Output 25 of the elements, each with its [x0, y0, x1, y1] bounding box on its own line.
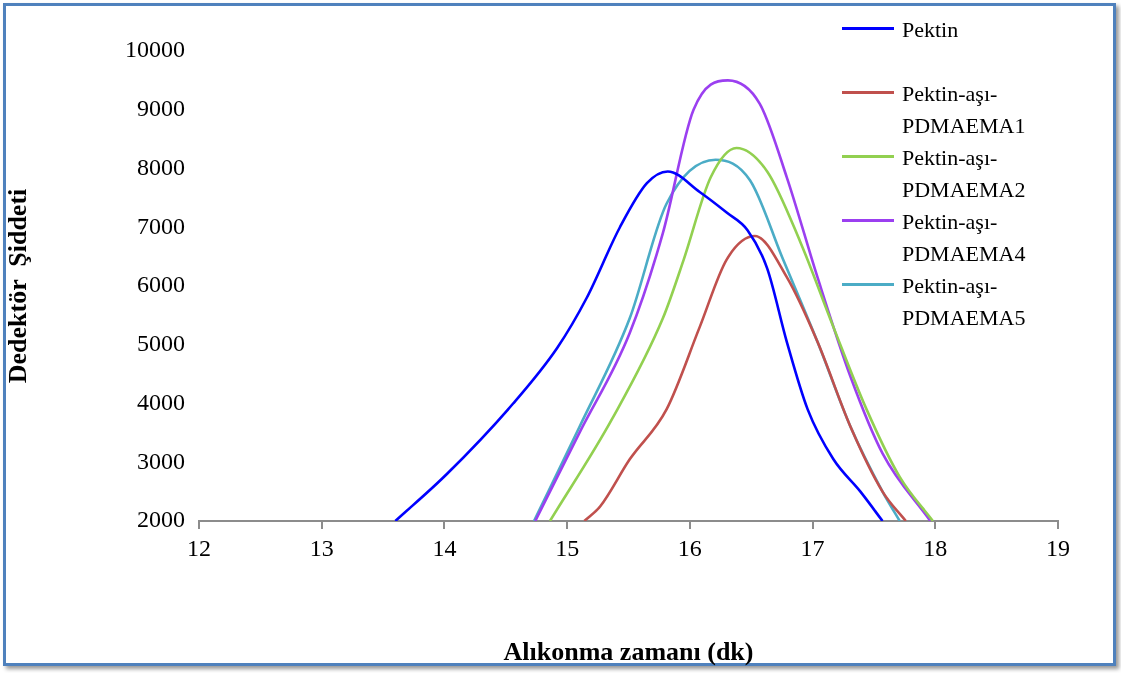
x-tick-label: 17 — [800, 534, 825, 561]
y-tick-label: 5000 — [137, 330, 185, 357]
y-tick-label: 6000 — [137, 271, 185, 298]
x-tick-label: 13 — [309, 534, 334, 561]
line-series — [394, 170, 884, 521]
x-tick-label: 15 — [555, 534, 580, 561]
x-tick-label: 14 — [432, 534, 457, 561]
y-tick-label: 7000 — [137, 212, 185, 239]
legend-label: Pektin-aşı-PDMAEMA5 — [902, 272, 1027, 332]
legend-label: Pektin-aşı-PDMAEMA1 — [902, 80, 1027, 140]
y-tick-label: 4000 — [137, 388, 185, 415]
x-axis-title: Alıkonma zamanı (dk) — [503, 637, 754, 667]
x-tick-label: 18 — [923, 534, 948, 561]
y-axis-title: Dedektör Şiddeti — [3, 188, 33, 384]
y-tick-label: 8000 — [137, 153, 185, 180]
y-tick-label: 3000 — [137, 447, 185, 474]
x-tick-label: 16 — [677, 534, 702, 561]
x-tick-label: 12 — [187, 534, 211, 561]
legend-label: Pektin — [902, 16, 960, 44]
legend-label: Pektin-aşı-PDMAEMA4 — [902, 208, 1027, 268]
y-tick-label: 9000 — [137, 95, 185, 122]
y-tick-label: 2000 — [137, 506, 185, 533]
x-tick-label: 19 — [1046, 534, 1070, 561]
legend-label: Pektin-aşı-PDMAEMA2 — [902, 144, 1027, 204]
y-tick-label: 10000 — [125, 36, 185, 63]
